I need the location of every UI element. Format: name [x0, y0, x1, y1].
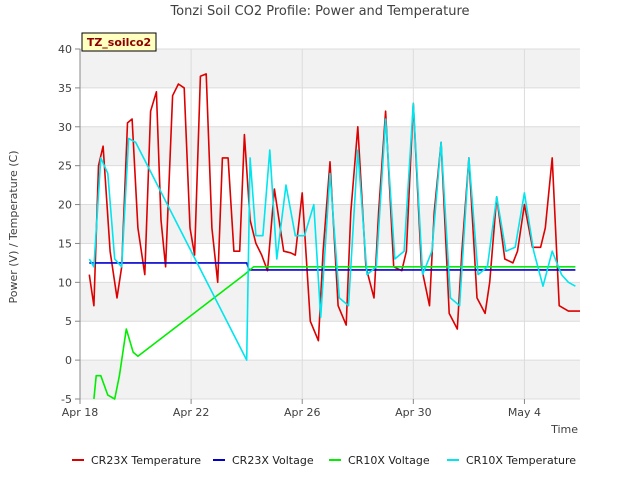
- axes: -5 0 5 10 15 20 25 30 35 40 Apr 18 Apr 22 Apr 26 Apr …: [58, 43, 541, 419]
- badge-box: [81, 32, 157, 52]
- legend-item: CR10X Temperature: [447, 454, 576, 467]
- x-tick-label: Apr 18: [62, 406, 99, 419]
- y-tick-label: 15: [58, 237, 72, 250]
- legend-label: CR23X Temperature: [91, 454, 201, 467]
- badge-label: TZ_soilco2: [87, 36, 151, 49]
- legend-label: CR10X Voltage: [348, 454, 430, 467]
- legend-item: CR10X Voltage: [329, 454, 430, 467]
- y-tick-label: 40: [58, 43, 72, 56]
- plot-band: [80, 360, 580, 399]
- plot-background: [80, 49, 580, 399]
- y-tick-label: 10: [58, 276, 72, 289]
- y-tick-label: 0: [65, 354, 72, 367]
- series-line-cr23x-temperature: [88, 73, 580, 342]
- legend-label: CR10X Temperature: [466, 454, 576, 467]
- legend-item: CR23X Voltage: [213, 454, 314, 467]
- series-group: [88, 73, 580, 400]
- series-line-cr10x-temperature: [88, 102, 576, 361]
- plot-band: [80, 282, 580, 322]
- y-axis-label: Power (V) / Temperature (C): [7, 150, 20, 303]
- y-tick-label: -5: [61, 393, 72, 406]
- plot-band: [80, 126, 580, 166]
- legend-label: CR23X Voltage: [232, 454, 314, 467]
- x-tick-label: Apr 30: [395, 406, 432, 419]
- station-badge: TZ_soilco2: [81, 32, 157, 52]
- x-tick-label: Apr 26: [284, 406, 321, 419]
- y-tick-label: 20: [58, 199, 72, 212]
- y-tick-label: 25: [58, 160, 72, 173]
- plot-band: [80, 49, 580, 88]
- legend-item: CR23X Temperature: [72, 454, 201, 467]
- plot-band: [80, 204, 580, 244]
- y-tick-label: 30: [58, 121, 72, 134]
- y-tick-label: 35: [58, 82, 72, 95]
- x-tick-label: Apr 22: [173, 406, 210, 419]
- x-tick-label: May 4: [508, 406, 541, 419]
- series-line-cr10x-voltage: [93, 265, 576, 400]
- legend: CR23X Temperature CR23X Voltage CR10X Volt…: [72, 454, 576, 467]
- x-axis-label: Time: [550, 423, 578, 436]
- chart-title: Tonzi Soil CO2 Profile: Power and Temper…: [169, 4, 469, 19]
- y-tick-label: 5: [65, 315, 72, 328]
